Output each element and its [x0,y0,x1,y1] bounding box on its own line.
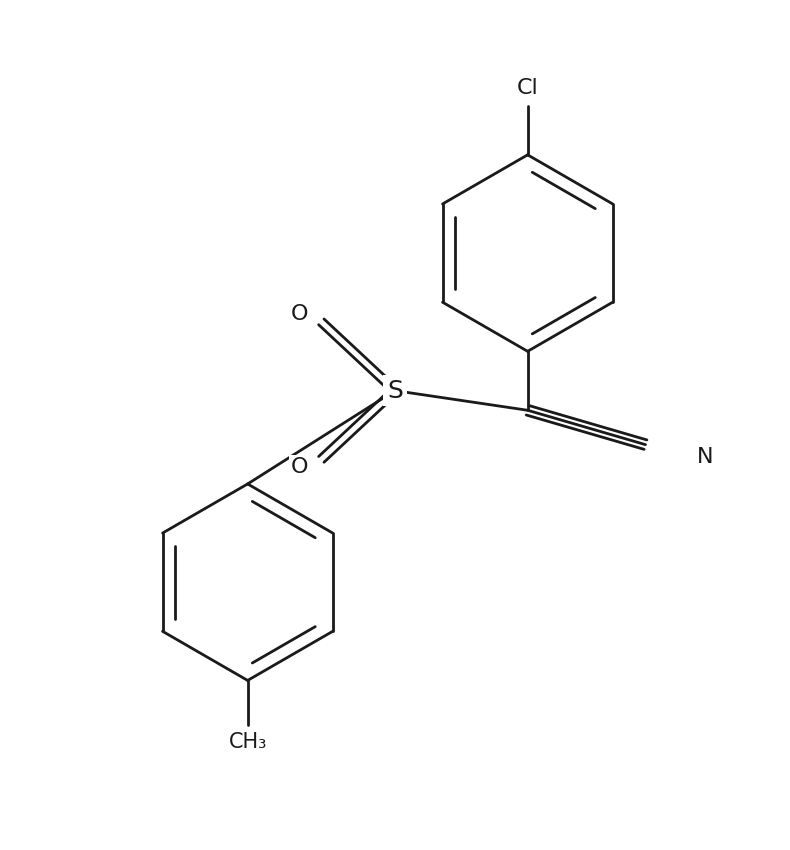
Text: S: S [387,378,403,403]
Text: O: O [291,304,308,324]
Text: CH₃: CH₃ [228,733,267,752]
Text: N: N [697,447,713,468]
Text: Cl: Cl [517,78,539,98]
Text: O: O [291,457,308,477]
